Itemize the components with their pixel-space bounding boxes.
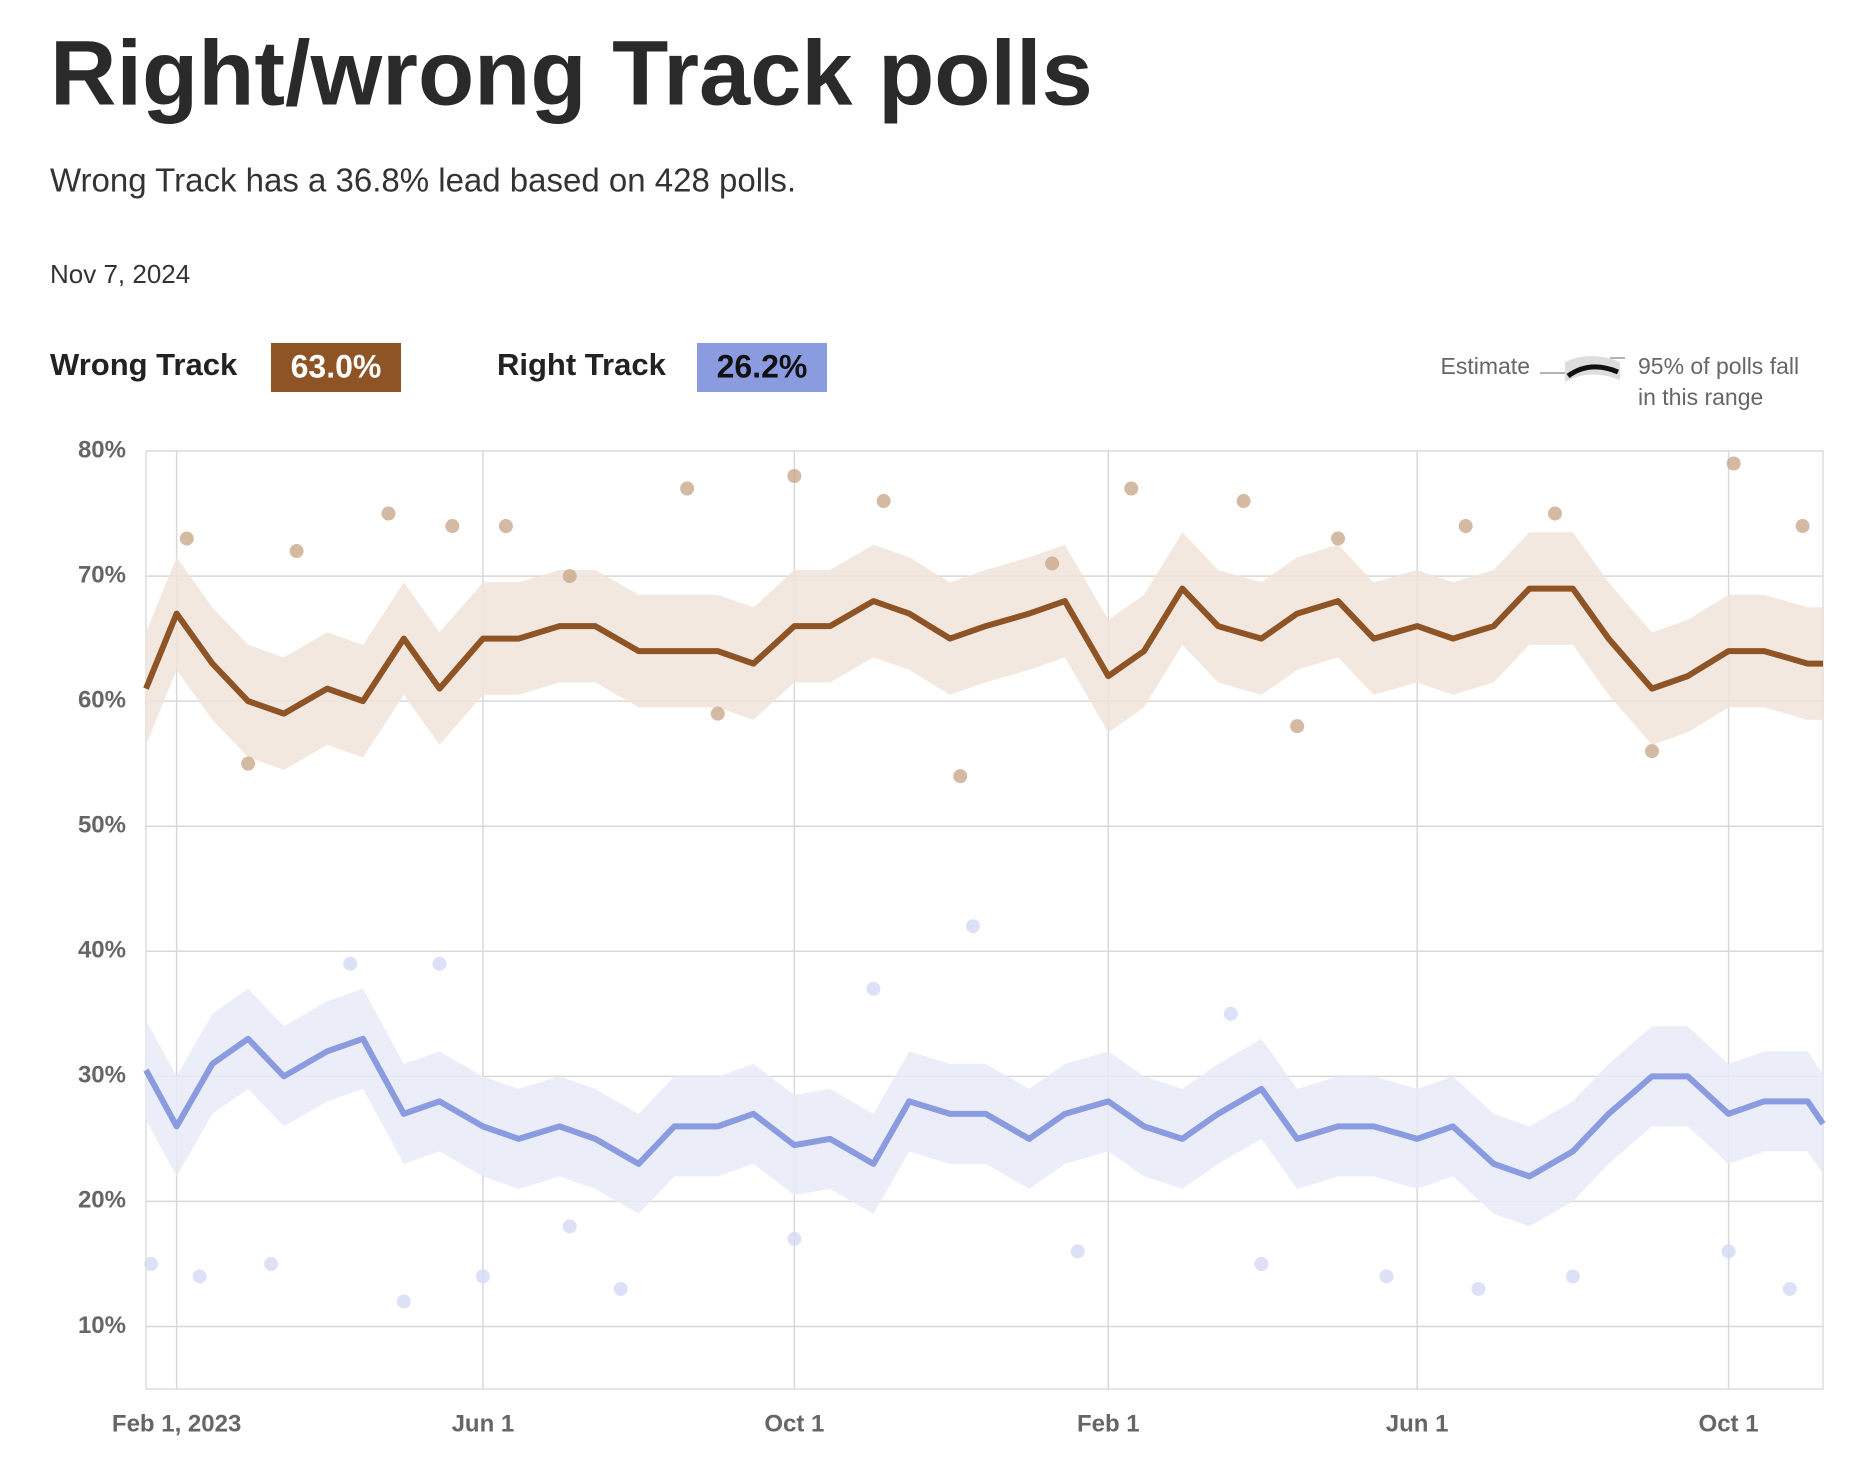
- poll-dot: [1070, 1244, 1085, 1259]
- summary-name: Right Track: [497, 347, 667, 382]
- poll-dot: [432, 956, 447, 971]
- x-tick-label: Feb 1: [1077, 1410, 1140, 1437]
- poll-dot: [475, 1269, 490, 1284]
- poll-dot: [445, 519, 460, 534]
- poll-dot: [613, 1281, 628, 1296]
- poll-dot: [1458, 519, 1473, 534]
- poll-dot: [1721, 1244, 1736, 1259]
- legend-estimate: Estimate: [1441, 353, 1530, 379]
- poll-dot: [1782, 1281, 1797, 1296]
- poll-dot: [1124, 481, 1139, 496]
- x-tick-label: Feb 1, 2023: [112, 1410, 241, 1437]
- y-tick-label: 70%: [78, 561, 126, 588]
- poll-dot: [787, 1231, 802, 1246]
- legend-range: 95% of polls fall: [1638, 353, 1799, 379]
- poll-dot: [1547, 506, 1562, 521]
- summary-name: Wrong Track: [50, 347, 238, 382]
- poll-dot: [144, 1256, 159, 1271]
- poll-dot: [876, 494, 891, 509]
- poll-dot: [1254, 1256, 1269, 1271]
- poll-dot: [1290, 719, 1305, 734]
- x-tick-label: Oct 1: [764, 1410, 824, 1437]
- range-band: [146, 988, 1823, 1227]
- poll-dot: [953, 769, 968, 784]
- estimate-line: [143, 585, 1823, 717]
- poll-dot: [787, 469, 802, 484]
- y-tick-label: 50%: [78, 812, 126, 839]
- poll-dot: [192, 1269, 207, 1284]
- subtitle: Wrong Track has a 36.8% lead based on 42…: [50, 162, 796, 199]
- summary-box: [271, 343, 401, 392]
- poll-dot: [1236, 494, 1251, 509]
- legend-range: in this range: [1638, 384, 1763, 410]
- range-band: [146, 532, 1823, 770]
- y-tick-label: 80%: [78, 436, 126, 463]
- poll-dot: [866, 981, 881, 996]
- poll-dot: [179, 531, 194, 546]
- poll-dot: [1726, 456, 1741, 471]
- poll-dot: [1045, 556, 1060, 571]
- poll-dot: [1223, 1006, 1238, 1021]
- poll-dot: [562, 1219, 577, 1234]
- x-tick-label: Jun 1: [1386, 1410, 1449, 1437]
- y-tick-label: 30%: [78, 1062, 126, 1089]
- poll-dot: [710, 706, 725, 721]
- poll-dot: [1565, 1269, 1580, 1284]
- y-tick-label: 20%: [78, 1187, 126, 1214]
- poll-dot: [343, 956, 358, 971]
- poll-dot: [1331, 531, 1346, 546]
- poll-dot: [396, 1294, 411, 1309]
- y-tick-label: 60%: [78, 686, 126, 713]
- summary-box: [697, 343, 827, 392]
- poll-dot: [1471, 1281, 1486, 1296]
- poll-dot: [1795, 519, 1810, 534]
- poll-dot: [498, 519, 513, 534]
- summary-value: 63.0%: [291, 348, 382, 384]
- poll-dot: [381, 506, 396, 521]
- y-tick-label: 10%: [78, 1312, 126, 1339]
- poll-dot: [1644, 744, 1659, 759]
- x-tick-label: Oct 1: [1699, 1410, 1759, 1437]
- poll-dot: [966, 919, 981, 934]
- date: Nov 7, 2024: [50, 259, 190, 289]
- poll-dot: [562, 569, 577, 584]
- poll-dot: [289, 544, 304, 559]
- y-tick-label: 40%: [78, 937, 126, 964]
- title: Right/wrong Track polls: [50, 22, 1093, 124]
- estimate-line: [143, 1035, 1826, 1180]
- poll-dot: [1379, 1269, 1394, 1284]
- poll-dot: [680, 481, 695, 496]
- poll-dot: [264, 1256, 279, 1271]
- legend-line: [1566, 364, 1619, 379]
- poll-dot: [241, 756, 256, 771]
- summary-value: 26.2%: [717, 348, 808, 384]
- x-tick-label: Jun 1: [452, 1410, 515, 1437]
